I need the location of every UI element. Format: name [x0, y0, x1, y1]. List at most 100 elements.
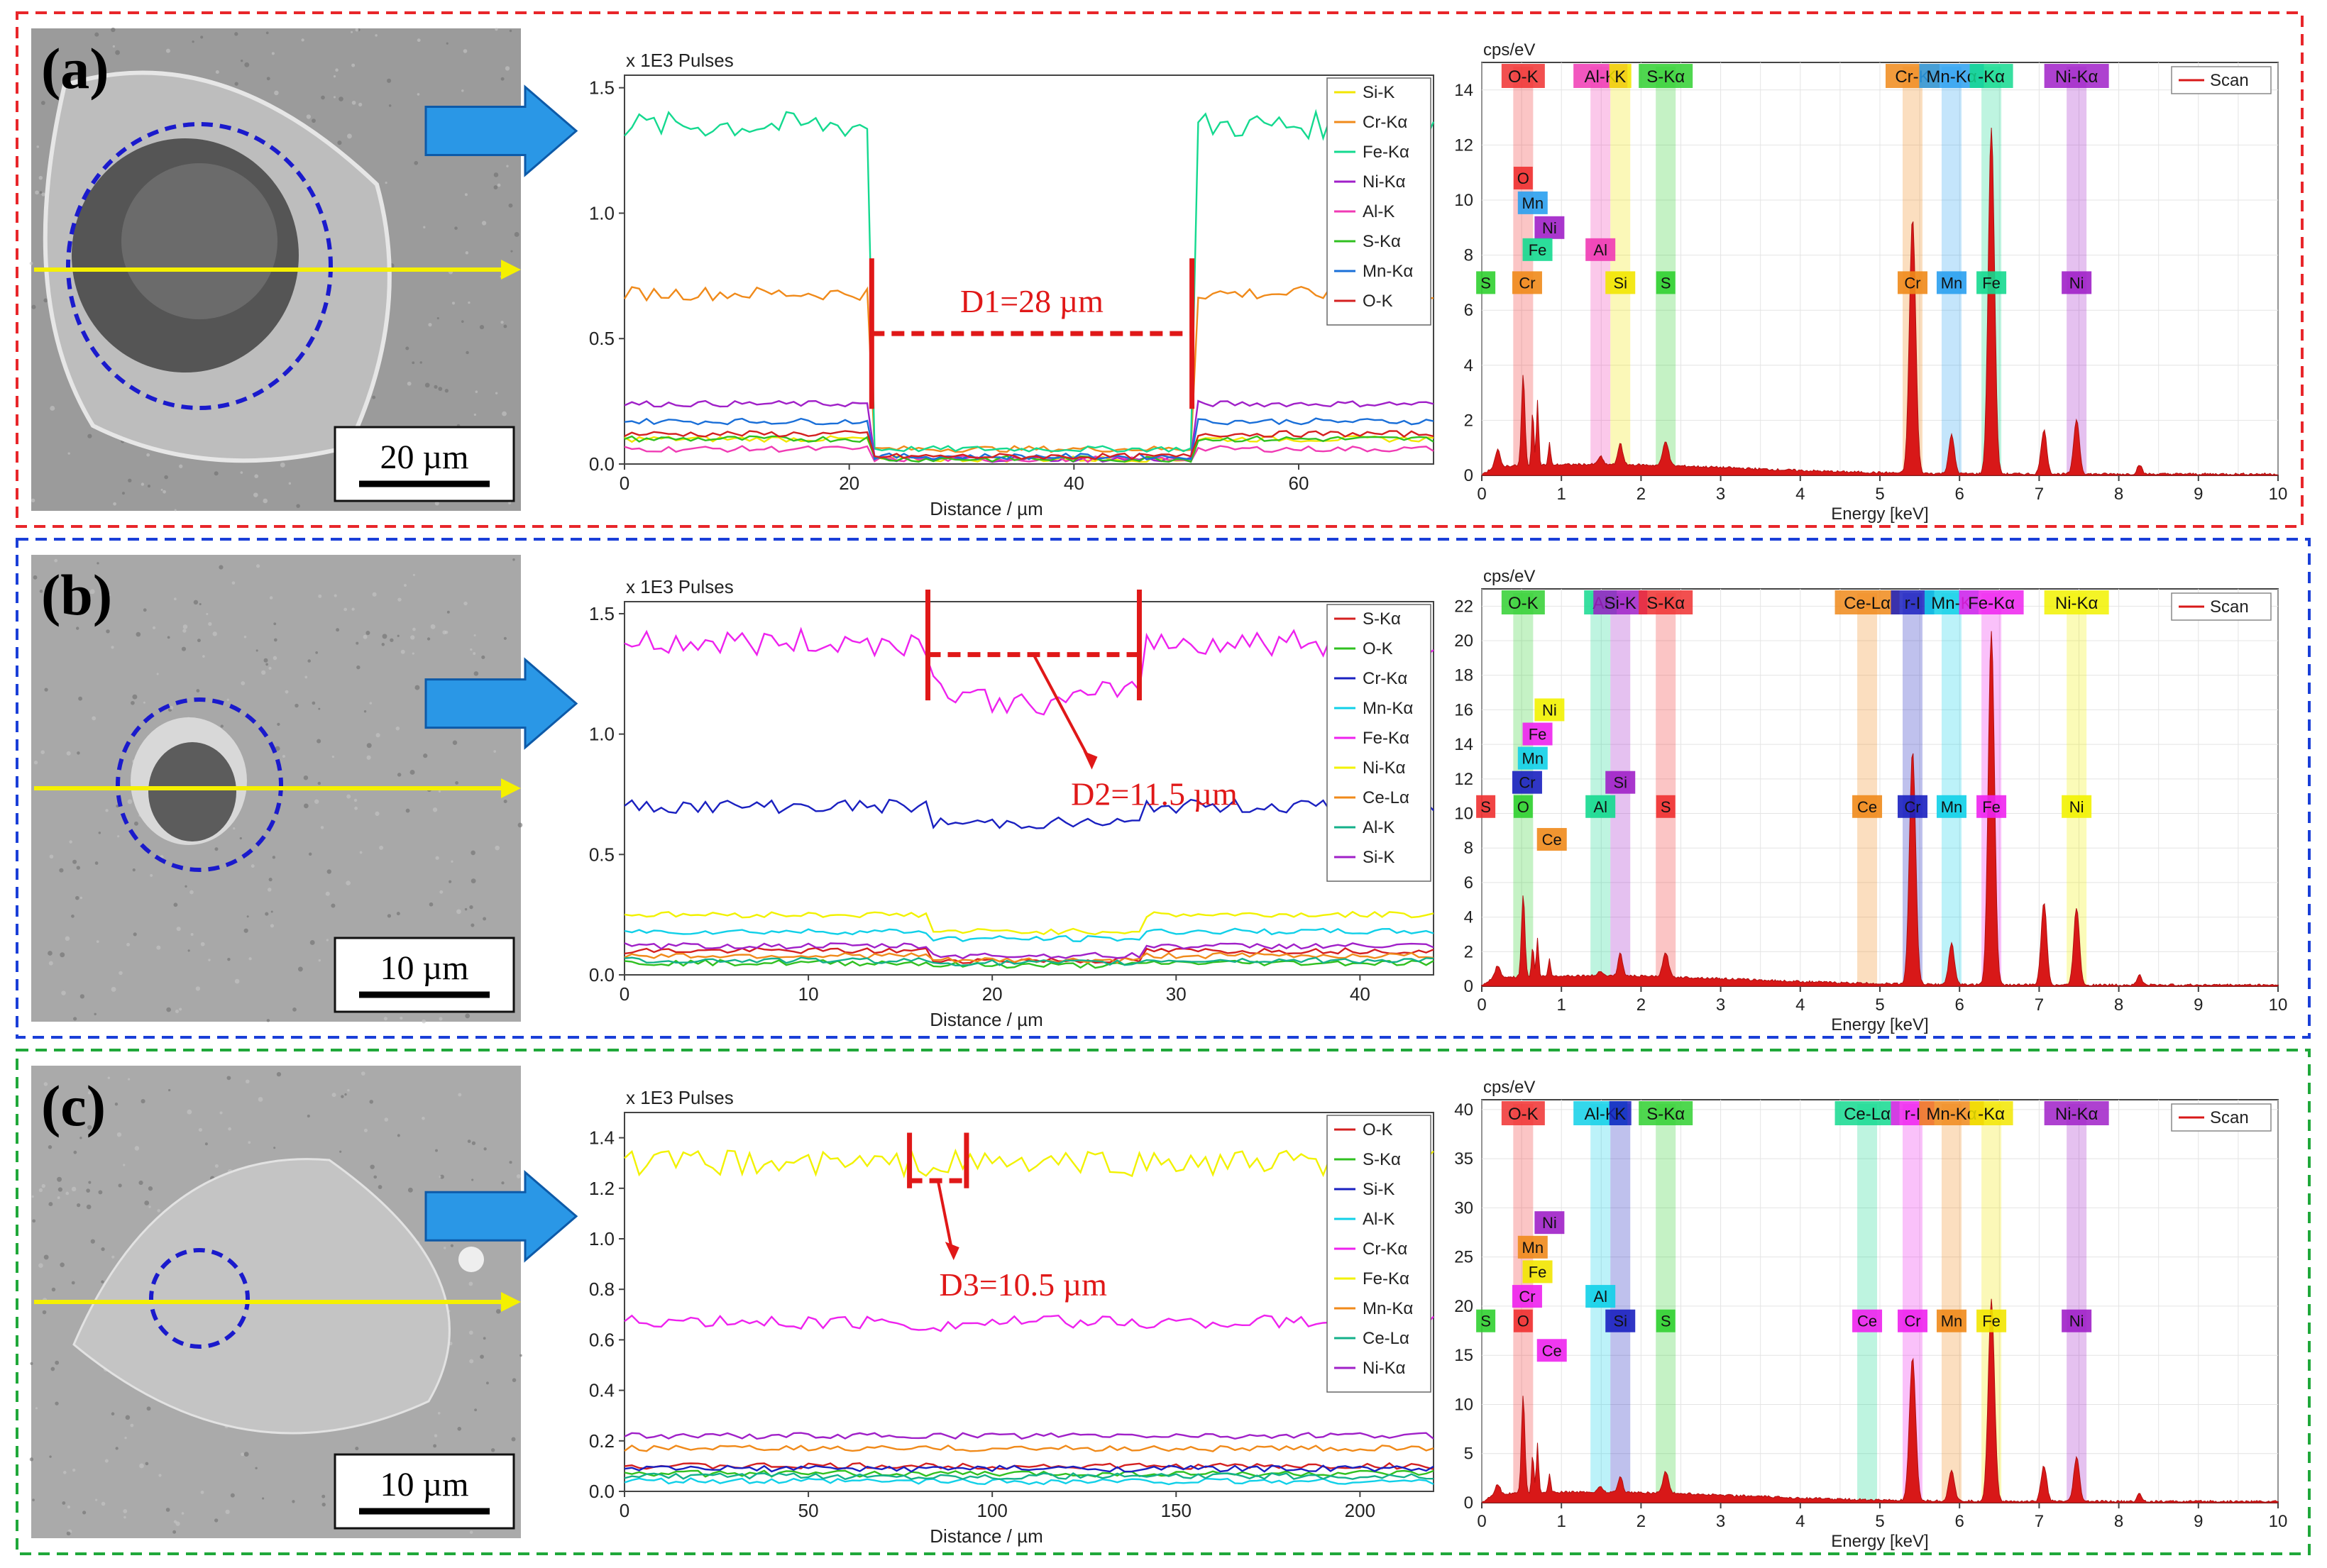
element-band — [1590, 67, 1611, 475]
y-tick-label: 1.0 — [589, 724, 615, 745]
element-tag-label: -Kα — [1978, 67, 2005, 87]
legend-box — [1326, 77, 1431, 326]
element-tag-label: Mn-Kα — [1926, 1105, 1976, 1124]
pit-floor — [121, 163, 277, 319]
x-tick-label: 4 — [1795, 1512, 1805, 1531]
peak-tag — [1656, 1309, 1676, 1332]
x-tick-label: 9 — [2194, 995, 2203, 1015]
annotation-label: D2=11.5 µm — [1071, 776, 1238, 812]
y-tick-label: 15 — [1454, 1346, 1473, 1365]
peak-tag — [1534, 216, 1565, 239]
annotation-pointer-head — [1083, 751, 1098, 770]
element-tag-label: Mn-Kα — [1926, 67, 1976, 87]
x-tick-label: 0 — [620, 983, 629, 1005]
y-tick-label: 5 — [1464, 1445, 1473, 1464]
x-tick-label: 2 — [1636, 485, 1646, 504]
peak-tag — [1512, 271, 1542, 294]
y-tick-label: 1.0 — [589, 202, 615, 223]
legend-entry: Al-K — [1363, 202, 1394, 221]
y-tick-label: 0 — [1464, 466, 1473, 485]
y-tick-label: 10 — [1454, 1395, 1473, 1414]
y-tick-label: 1.5 — [589, 603, 615, 624]
y-tick-label: 20 — [1454, 631, 1473, 651]
diameter-annotation: D1=28 µm — [869, 258, 1195, 409]
peak-tag-label: S — [1480, 1313, 1491, 1330]
peak-tag-label: Ce — [1542, 831, 1562, 849]
peak-tag-label: S — [1661, 274, 1671, 292]
element-tag-label: K — [1614, 1105, 1626, 1124]
element-tag-label: r-I — [1905, 594, 1921, 613]
peak-tag-label: O — [1517, 1313, 1529, 1330]
element-band — [1941, 67, 1962, 475]
panel-label: (c) — [41, 1073, 106, 1138]
series-line-S-Kα — [624, 946, 1434, 964]
element-tag — [1969, 64, 2013, 88]
particle — [458, 1247, 484, 1272]
legend-entry: O-K — [1363, 1120, 1393, 1139]
x-tick-label: 6 — [1955, 1512, 1964, 1531]
panel-border — [16, 538, 2311, 1039]
x-tick-label: 60 — [1289, 473, 1309, 494]
series-line-O-K — [624, 959, 1434, 969]
peak-tag-label: Ce — [1857, 1313, 1877, 1330]
peak-tag — [1585, 238, 1616, 261]
legend-entry: Fe-Kα — [1363, 1269, 1409, 1288]
y-tick-label: 0.0 — [589, 453, 615, 475]
legend-entry: Ce-Lα — [1363, 788, 1409, 807]
legend-entry: Si-K — [1363, 83, 1394, 102]
peak-tag — [1512, 771, 1542, 794]
peak-tag — [1605, 271, 1636, 294]
legend-entry: Al-K — [1363, 1210, 1394, 1229]
element-tag-label: r-I — [1905, 1105, 1921, 1124]
peak-tag — [2062, 271, 2092, 294]
peak-tag — [1476, 1309, 1496, 1332]
plot-area — [624, 1112, 1434, 1492]
peak-tag — [1936, 795, 1966, 818]
x-tick-label: 0 — [1477, 485, 1486, 504]
x-tick-label: 6 — [1955, 995, 1964, 1015]
element-tag — [1969, 1101, 2013, 1125]
annotation-pointer — [936, 1180, 954, 1252]
flow-arrow — [424, 1170, 578, 1263]
x-tick-label: 40 — [1064, 473, 1084, 494]
peak-tag-label: Ce — [1542, 1342, 1562, 1359]
x-axis-label: Energy [keV] — [1831, 1532, 1928, 1551]
x-tick-label: 8 — [2114, 995, 2123, 1015]
legend-entry: Si-K — [1363, 1180, 1394, 1199]
peak-tag-label: Mn — [1941, 274, 1963, 292]
y-tick-label: 2 — [1464, 942, 1473, 961]
peak-tag-label: S — [1661, 1313, 1671, 1330]
legend-box — [1326, 1115, 1431, 1393]
y-tick-label: 0.0 — [589, 1481, 615, 1502]
legend-entry: Cr-Kα — [1363, 113, 1407, 132]
series-line-Al-K — [624, 1477, 1434, 1486]
peak-tag — [1512, 1285, 1542, 1308]
element-tag — [1609, 64, 1632, 88]
element-tag-label: -Kα — [1978, 1105, 2005, 1124]
element-band — [1857, 593, 1878, 986]
peak-tag — [1517, 1235, 1548, 1259]
x-tick-label: 2 — [1636, 995, 1646, 1015]
y-tick-label: 35 — [1454, 1149, 1473, 1169]
legend-entry: Cr-Kα — [1363, 1240, 1407, 1259]
y-tick-label: 0.2 — [589, 1430, 615, 1452]
x-tick-label: 3 — [1716, 995, 1725, 1015]
series-line-Ni-Kα — [624, 910, 1434, 936]
panel-border — [16, 11, 2304, 528]
legend-entry: S-Kα — [1363, 232, 1401, 251]
legend-entry: O-K — [1363, 639, 1393, 658]
y-axis-unit: x 1E3 Pulses — [626, 1087, 734, 1108]
peak-tag — [1936, 1309, 1966, 1332]
series-line-Ce-Lα — [624, 1472, 1434, 1481]
series-line-Al-K — [624, 445, 1434, 463]
element-tag-label: Ni-Kα — [2055, 67, 2098, 87]
element-tag-label: S-Kα — [1646, 594, 1685, 613]
scan-line-arrowhead — [501, 260, 521, 280]
legend-entry: Fe-Kα — [1363, 729, 1409, 748]
peak-tag-label: Al — [1593, 798, 1607, 816]
peak-tag — [1522, 1260, 1553, 1283]
y-tick-label: 1.5 — [589, 77, 615, 99]
x-tick-label: 150 — [1161, 1500, 1192, 1521]
y-tick-label: 8 — [1464, 246, 1473, 265]
